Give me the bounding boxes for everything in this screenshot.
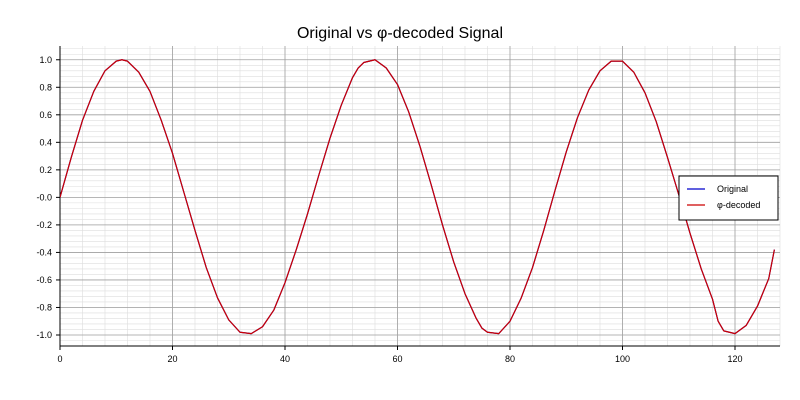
x-tick-label: 120	[727, 354, 742, 364]
x-tick-label: 0	[57, 354, 62, 364]
x-tick-label: 20	[167, 354, 177, 364]
legend-label-phi-decoded: φ-decoded	[717, 200, 760, 210]
y-tick-label: -0.4	[36, 247, 52, 257]
legend-box	[678, 175, 779, 221]
legend-label-original: Original	[717, 184, 748, 194]
y-tick-label: 0.8	[39, 82, 52, 92]
minor-grid	[59, 46, 781, 347]
y-tick-label: 0.6	[39, 110, 52, 120]
series-layer	[60, 59, 775, 335]
y-tick-label: -0.2	[36, 220, 52, 230]
y-tick-label: 1.0	[39, 55, 52, 65]
legend: Original φ-decoded	[678, 175, 779, 221]
y-tick-label: -1.0	[36, 330, 52, 340]
x-tick-label: 40	[280, 354, 290, 364]
x-tick-label: 100	[615, 354, 630, 364]
y-tick-label: -0.6	[36, 275, 52, 285]
y-tick-label: 0.4	[39, 137, 52, 147]
chart-title: Original vs φ-decoded Signal	[297, 25, 503, 42]
y-tick-label: 0.2	[39, 165, 52, 175]
x-axis-ticks: 0 20 40 60 80 100 120	[57, 346, 743, 364]
y-tick-label: -0.8	[36, 302, 52, 312]
x-tick-label: 80	[505, 354, 515, 364]
major-grid	[59, 46, 780, 346]
x-tick-label: 60	[392, 354, 402, 364]
y-axis-ticks: 1.0 0.8 0.6 0.4 0.2 -0.0 -0.2 -0.4 -0.6 -0.8 -1.0	[36, 55, 60, 340]
series-line-phi-decoded	[60, 59, 775, 335]
y-tick-label: -0.0	[36, 192, 52, 202]
